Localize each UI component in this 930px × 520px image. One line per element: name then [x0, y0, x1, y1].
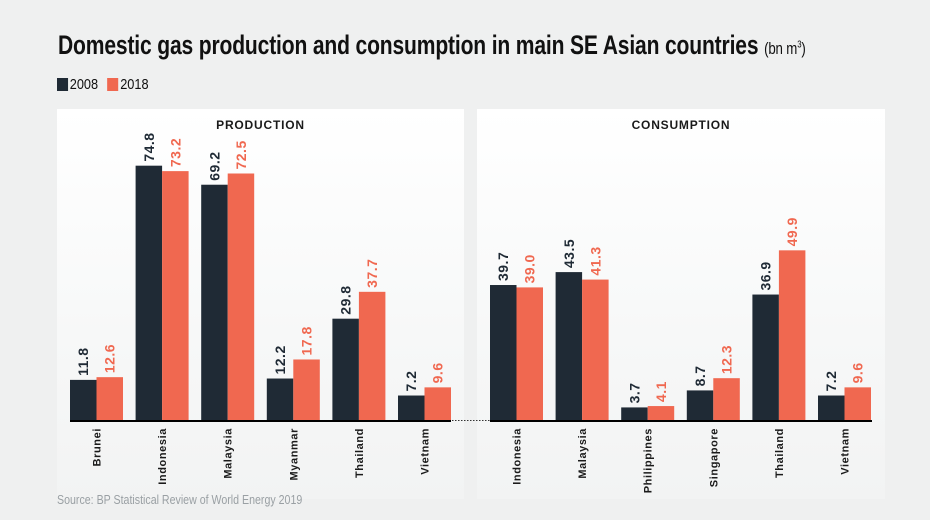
- consumption-value-label-philippines-2018: 4.1: [653, 381, 669, 402]
- production-value-label-brunei-2018: 12.6: [102, 344, 118, 373]
- legend: 2008 2018: [57, 76, 158, 93]
- production-bar-myanmar-2018: [293, 359, 320, 420]
- consumption-value-label-thailand-2018: 49.9: [784, 217, 800, 246]
- consumption-panel: CONSUMPTION: [477, 109, 885, 499]
- legend-item-2008: 2008: [57, 76, 98, 93]
- production-value-label-myanmar-2008: 12.2: [272, 345, 288, 374]
- consumption-category-label-singapore: Singapore: [708, 428, 720, 487]
- consumption-bar-thailand-2008: [752, 294, 779, 420]
- production-bar-malaysia-2018: [227, 173, 255, 420]
- consumption-value-label-indonesia-2008: 39.7: [495, 252, 511, 281]
- consumption-category-label-thailand: Thailand: [774, 428, 786, 478]
- production-category-label-indonesia: Indonesia: [157, 428, 169, 485]
- consumption-bar-vietnam-2008: [818, 395, 845, 420]
- legend-swatch-2008: [57, 78, 69, 91]
- consumption-category-label-vietnam: Vietnam: [840, 428, 852, 475]
- chart-title: Domestic gas production and consumption …: [58, 30, 806, 61]
- consumption-bar-philippines-2018: [647, 406, 675, 420]
- consumption-bar-singapore-2008: [686, 390, 714, 420]
- consumption-value-label-malaysia-2018: 41.3: [587, 246, 603, 275]
- consumption-value-label-vietnam-2018: 9.6: [850, 362, 866, 383]
- consumption-category-label-indonesia: Indonesia: [512, 428, 524, 485]
- production-value-label-myanmar-2018: 17.8: [299, 326, 315, 355]
- unit-close: ): [801, 39, 806, 58]
- unit-text: (bn m: [764, 39, 798, 58]
- production-value-label-thailand-2018: 37.7: [364, 259, 380, 288]
- consumption-category-label-philippines: Philippines: [643, 428, 655, 493]
- consumption-bar-vietnam-2018: [844, 387, 871, 420]
- production-bar-thailand-2008: [332, 318, 359, 420]
- consumption-bar-philippines-2008: [621, 407, 648, 420]
- consumption-bar-malaysia-2018: [582, 279, 609, 420]
- production-value-label-indonesia-2018: 73.2: [167, 138, 183, 167]
- production-category-label-vietnam: Vietnam: [420, 428, 432, 475]
- legend-item-2018: 2018: [107, 76, 149, 93]
- consumption-value-label-indonesia-2018: 39.0: [522, 254, 538, 283]
- production-bar-malaysia-2008: [201, 184, 228, 420]
- production-bar-vietnam-2008: [398, 395, 425, 420]
- production-category-label-myanmar: Myanmar: [288, 428, 300, 481]
- production-category-label-thailand: Thailand: [354, 428, 366, 478]
- production-value-label-malaysia-2008: 69.2: [206, 151, 222, 180]
- production-category-label-brunei: Brunei: [92, 428, 104, 466]
- production-value-label-malaysia-2018: 72.5: [233, 140, 249, 169]
- consumption-value-label-vietnam-2008: 7.2: [823, 371, 839, 392]
- production-bar-indonesia-2008: [135, 165, 163, 420]
- production-panel: PRODUCTION: [57, 109, 464, 499]
- production-bar-thailand-2018: [358, 291, 386, 420]
- production-value-label-indonesia-2008: 74.8: [141, 132, 157, 161]
- consumption-value-label-philippines-2008: 3.7: [626, 382, 642, 403]
- legend-label-2018: 2018: [120, 76, 149, 93]
- consumption-bar-thailand-2018: [778, 250, 806, 420]
- production-value-label-thailand-2008: 29.8: [338, 285, 354, 314]
- consumption-value-label-singapore-2018: 12.3: [719, 345, 735, 374]
- consumption-bar-malaysia-2008: [555, 272, 583, 420]
- production-bar-brunei-2008: [70, 379, 97, 420]
- consumption-value-label-singapore-2008: 8.7: [692, 365, 708, 386]
- chart-title-text: Domestic gas production and consumption …: [58, 30, 759, 60]
- consumption-value-label-thailand-2008: 36.9: [758, 261, 774, 290]
- legend-label-2008: 2008: [69, 76, 99, 93]
- consumption-panel-title: CONSUMPTION: [631, 118, 731, 132]
- production-bar-myanmar-2008: [266, 378, 294, 420]
- source-note: Source: BP Statistical Review of World E…: [57, 493, 303, 507]
- legend-swatch-2018: [107, 78, 119, 91]
- consumption-bar-indonesia-2008: [490, 285, 517, 420]
- production-value-label-vietnam-2018: 9.6: [430, 362, 446, 383]
- unit-superscript: 3: [797, 39, 802, 51]
- production-category-label-malaysia: Malaysia: [223, 428, 235, 479]
- consumption-value-label-malaysia-2008: 43.5: [561, 239, 577, 268]
- production-panel-title: PRODUCTION: [216, 118, 305, 132]
- production-bar-vietnam-2018: [424, 387, 451, 420]
- production-bar-brunei-2018: [96, 377, 123, 420]
- consumption-bar-indonesia-2018: [516, 287, 543, 420]
- production-bar-indonesia-2018: [162, 171, 189, 420]
- consumption-category-label-malaysia: Malaysia: [577, 428, 589, 479]
- chart-title-unit: (bn m3): [764, 39, 806, 58]
- production-value-label-brunei-2008: 11.8: [75, 347, 91, 375]
- consumption-bar-singapore-2018: [713, 378, 740, 420]
- production-value-label-vietnam-2008: 7.2: [403, 371, 419, 392]
